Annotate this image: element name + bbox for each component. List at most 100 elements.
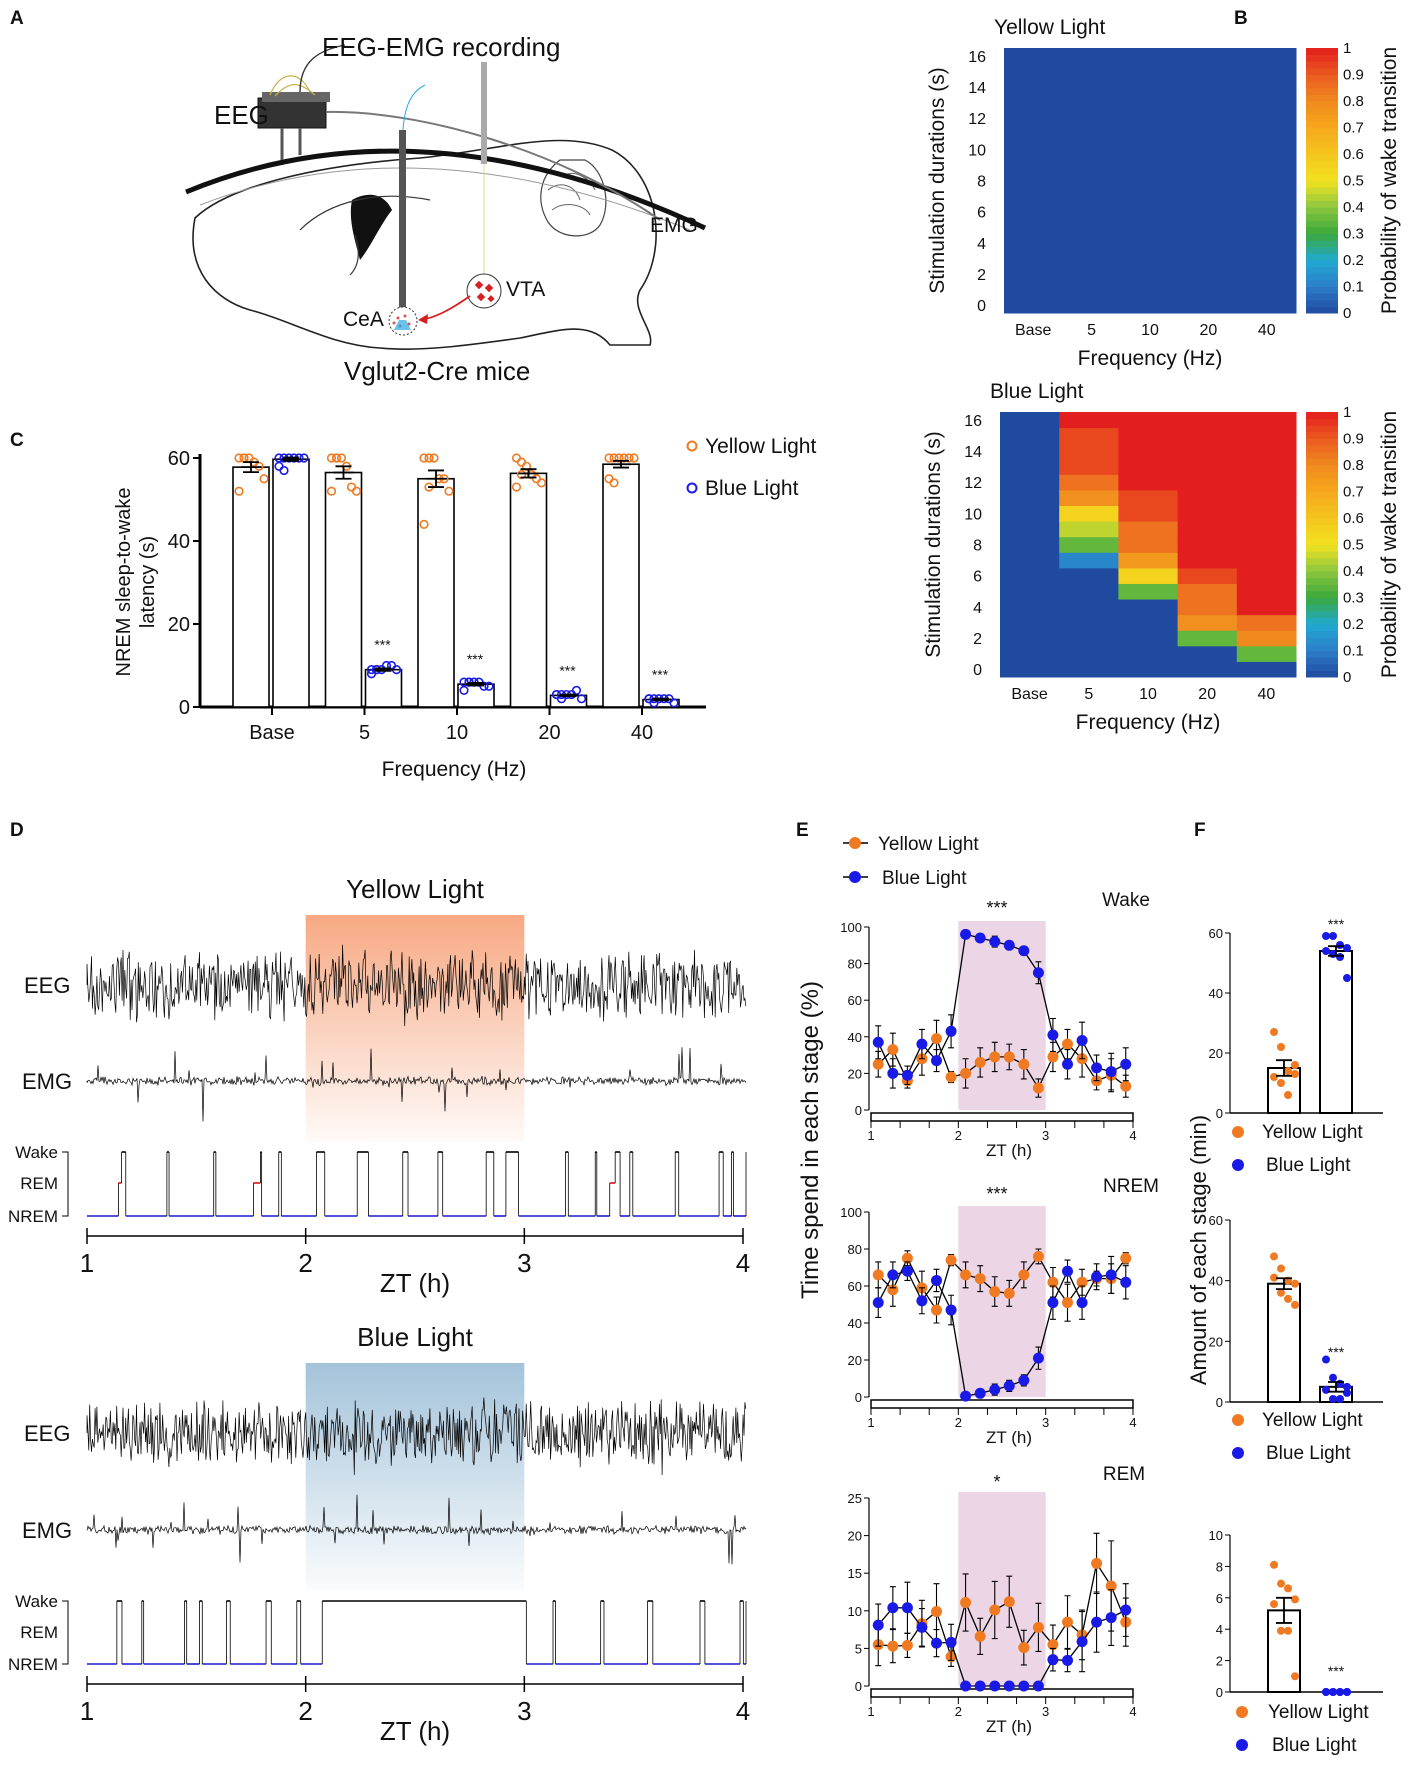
x-tick-label: 3 xyxy=(1042,1128,1049,1143)
colorbar-segment xyxy=(1306,663,1338,671)
heatmap-cell xyxy=(1118,536,1179,553)
eeg-trace-label: EEG xyxy=(24,1421,70,1446)
colorbar-segment xyxy=(1306,233,1338,241)
colorbar-segment xyxy=(1306,491,1338,499)
heatmap-cell xyxy=(1177,443,1238,460)
bar xyxy=(509,472,548,708)
error-bar xyxy=(518,468,539,479)
error-bar xyxy=(651,697,671,702)
data-point xyxy=(424,453,434,463)
colorbar-label: Probability of wake transition xyxy=(1378,411,1401,678)
data-point xyxy=(1018,1058,1030,1070)
data-point xyxy=(1091,1271,1103,1283)
x-axis-bar xyxy=(870,1399,1134,1409)
data-point xyxy=(945,1025,957,1037)
emg-trace xyxy=(86,1047,747,1122)
colorbar-segment xyxy=(1306,226,1338,234)
colorbar-tick-label: 0.7 xyxy=(1343,120,1364,137)
data-point xyxy=(945,1254,957,1266)
heatmap-cell xyxy=(1236,505,1297,522)
heatmap-cell xyxy=(1062,219,1122,236)
x-tick-label: 20 xyxy=(1198,686,1216,703)
error-bar xyxy=(558,693,579,698)
heatmap-cell xyxy=(1236,443,1297,460)
data-point xyxy=(931,1304,942,1316)
hypnogram-rem-label: REM xyxy=(20,1623,58,1642)
colorbar-segment xyxy=(1306,537,1338,545)
vta-neurons xyxy=(474,280,495,303)
data-point xyxy=(1003,939,1015,951)
heatmap-cell xyxy=(1118,630,1179,647)
legend-marker xyxy=(849,871,861,883)
heatmap-cell xyxy=(1177,661,1238,678)
heatmap-cell xyxy=(1004,172,1063,189)
heatmap-cell xyxy=(1000,521,1060,538)
data-point xyxy=(931,1274,942,1286)
colorbar-segment xyxy=(1306,551,1338,559)
heatmap-cell xyxy=(1062,157,1122,174)
data-point xyxy=(916,1038,928,1050)
data-point xyxy=(1284,1091,1292,1099)
heatmap-cell xyxy=(1004,203,1063,220)
error-bar xyxy=(1276,1596,1292,1624)
x-axis-label: ZT (h) xyxy=(986,1428,1032,1447)
trace-title: Blue Light xyxy=(357,1322,473,1352)
colorbar-label: Probability of wake transition xyxy=(1378,47,1401,314)
heatmap-cell xyxy=(1236,567,1297,584)
data-point xyxy=(1047,1051,1059,1063)
colorbar-segment xyxy=(1306,260,1338,268)
data-point xyxy=(419,519,429,530)
data-point xyxy=(989,1051,1001,1063)
colorbar-segment xyxy=(1306,438,1338,446)
colorbar-segment xyxy=(1306,279,1338,287)
data-point xyxy=(1270,1600,1278,1609)
heatmap-cell xyxy=(1237,63,1297,80)
data-point xyxy=(511,453,522,463)
heatmap-cell xyxy=(1179,172,1239,189)
data-point xyxy=(326,453,337,463)
heatmap-cell xyxy=(1118,567,1179,584)
y-axis-label-line2: latency (s) xyxy=(137,536,159,628)
x-axis-label: Frequency (Hz) xyxy=(1078,347,1223,370)
heatmap-cell xyxy=(1237,110,1297,127)
colorbar-segment xyxy=(1306,67,1338,75)
data-point xyxy=(1032,967,1044,979)
data-point xyxy=(326,486,337,496)
vta-label: VTA xyxy=(506,278,545,301)
heatmap-cell xyxy=(1059,645,1119,662)
data-point xyxy=(299,453,309,463)
colorbar-segment xyxy=(1306,273,1338,281)
legend-label: Blue Light xyxy=(1272,1735,1357,1756)
stage-title: REM xyxy=(1103,1464,1145,1485)
y-tick-label: 60 xyxy=(848,993,862,1008)
data-point xyxy=(1047,1654,1059,1666)
heatmap-cell xyxy=(1120,281,1180,298)
optic-fiber xyxy=(399,130,406,320)
colorbar-tick-label: 0.9 xyxy=(1343,431,1364,448)
data-point xyxy=(279,465,289,476)
data-point xyxy=(444,486,454,496)
error-bar xyxy=(1328,1381,1344,1393)
y-tick-label: 60 xyxy=(848,1279,862,1294)
y-tick-label: 20 xyxy=(1209,1334,1223,1349)
colorbar-segment xyxy=(1306,140,1338,148)
data-point xyxy=(1105,1580,1117,1592)
data-point xyxy=(1277,1043,1285,1051)
zt-tick-label: 3 xyxy=(517,1248,531,1278)
colorbar-segment xyxy=(1306,94,1338,102)
data-point xyxy=(887,1284,899,1296)
significance-marker: *** xyxy=(986,898,1007,918)
y-tick-label: 8 xyxy=(977,174,986,191)
colorbar-tick-label: 0.6 xyxy=(1343,510,1364,527)
heatmap-cell xyxy=(1179,141,1239,158)
heatmap-cell xyxy=(1120,266,1180,283)
emg-trace-label: EMG xyxy=(22,1069,72,1094)
legend-marker xyxy=(849,837,861,849)
colorbar-segment xyxy=(1306,220,1338,228)
recording-cable xyxy=(299,44,346,93)
heatmap-cell xyxy=(1177,599,1238,616)
heatmap-cell xyxy=(1236,489,1297,507)
data-point xyxy=(916,1621,928,1633)
